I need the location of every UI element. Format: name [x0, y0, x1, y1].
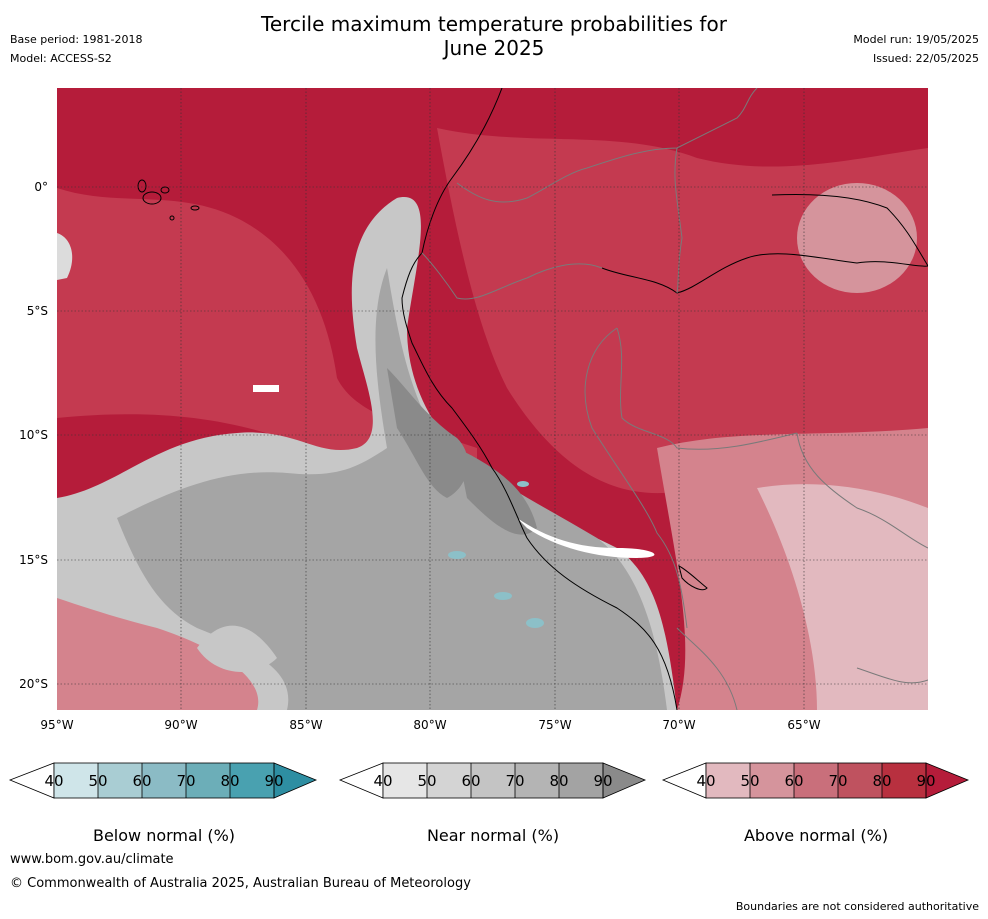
below-normal-legend-title: Below normal (%) — [92, 826, 236, 845]
below-tick-80: 80 — [220, 772, 240, 790]
near-tick-80: 80 — [549, 772, 569, 790]
lon-label-75w: 75°W — [538, 718, 572, 732]
near-normal-west-edge — [57, 233, 73, 280]
lat-label-10s: 10°S — [19, 428, 48, 442]
title-line-1: Tercile maximum temperature probabilitie… — [261, 12, 727, 36]
lake-titicaca — [678, 565, 708, 591]
near-normal-90-patch-2 — [457, 448, 537, 535]
near-normal-90-patch — [387, 368, 468, 498]
above-normal-legend-title: Above normal (%) — [743, 826, 889, 845]
rio-negro — [771, 193, 928, 267]
above-normal-80-ocean — [57, 188, 477, 508]
lat-label-15s: 15°S — [19, 553, 48, 567]
below-normal-patch-4 — [517, 481, 529, 487]
amazon-river — [601, 253, 928, 294]
near-normal-light-patch — [197, 625, 277, 672]
near-tick-60: 60 — [461, 772, 481, 790]
lat-label-0: 0° — [34, 180, 48, 194]
below-normal-patch-2 — [494, 592, 512, 600]
lat-label-5s: 5°S — [26, 304, 48, 318]
legend-near-normal-bar — [338, 762, 647, 799]
no-signal-patch — [253, 385, 279, 392]
lon-label-70w: 70°W — [662, 718, 696, 732]
near-tick-50: 50 — [417, 772, 437, 790]
legend-below-normal-bar — [8, 762, 318, 799]
near-tick-70: 70 — [505, 772, 525, 790]
above-tick-50: 50 — [740, 772, 760, 790]
above-tick-60: 60 — [784, 772, 804, 790]
copyright-notice: © Commonwealth of Australia 2025, Austra… — [10, 876, 471, 891]
legend-colorbars — [8, 762, 970, 799]
chart-title: Tercile maximum temperature probabilitie… — [0, 12, 988, 60]
coastline — [401, 88, 678, 710]
map-gridlines — [57, 88, 928, 710]
below-normal-patch-1 — [448, 551, 466, 559]
lon-label-80w: 80°W — [413, 718, 447, 732]
issued-label: Issued: 22/05/2025 — [872, 52, 979, 65]
model-run-label: Model run: 19/05/2025 — [853, 33, 979, 46]
above-tick-80: 80 — [872, 772, 892, 790]
no-signal-region — [517, 518, 655, 558]
near-normal-70-region — [117, 268, 667, 710]
below-tick-40: 40 — [44, 772, 64, 790]
lon-label-65w: 65°W — [787, 718, 821, 732]
title-line-2: June 2025 — [443, 36, 545, 60]
probability-map — [57, 88, 928, 710]
lon-label-90w: 90°W — [164, 718, 198, 732]
galapagos-islands — [137, 179, 200, 221]
lat-label-20s: 20°S — [19, 677, 48, 691]
below-tick-70: 70 — [176, 772, 196, 790]
website-link[interactable]: www.bom.gov.au/climate — [10, 852, 174, 867]
country-borders — [421, 88, 928, 710]
above-tick-70: 70 — [828, 772, 848, 790]
above-tick-40: 40 — [696, 772, 716, 790]
above-normal-60-patch — [797, 183, 917, 293]
near-tick-90: 90 — [593, 772, 613, 790]
boundaries-disclaimer: Boundaries are not considered authoritat… — [735, 900, 979, 913]
model-label: Model: ACCESS-S2 — [10, 52, 112, 65]
below-tick-60: 60 — [132, 772, 152, 790]
below-tick-50: 50 — [88, 772, 108, 790]
above-normal-50-region — [757, 484, 928, 710]
below-tick-90: 90 — [264, 772, 284, 790]
above-tick-90: 90 — [916, 772, 936, 790]
legend-above-normal-bar — [661, 762, 970, 799]
base-period-label: Base period: 1981-2018 — [10, 33, 143, 46]
near-tick-40: 40 — [373, 772, 393, 790]
near-normal-legend-title: Near normal (%) — [426, 826, 560, 845]
below-normal-patch-3 — [526, 618, 544, 628]
lon-label-85w: 85°W — [289, 718, 323, 732]
lon-label-95w: 95°W — [40, 718, 74, 732]
